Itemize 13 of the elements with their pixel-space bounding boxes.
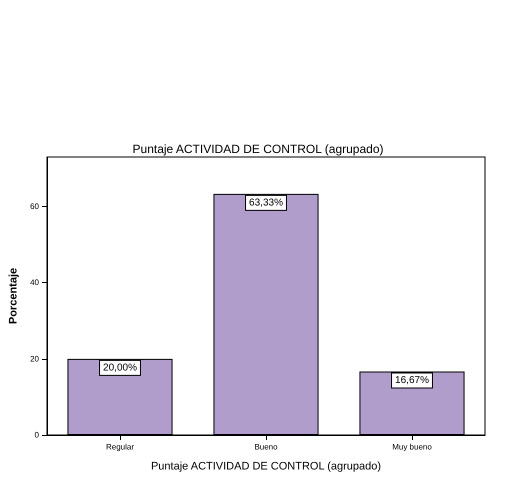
y-tick-label: 60 bbox=[30, 202, 40, 212]
x-tick-label: Muy bueno bbox=[392, 442, 432, 452]
chart-title: Puntaje ACTIVIDAD DE CONTROL (agrupado) bbox=[132, 142, 384, 156]
y-axis-title: Porcentaje bbox=[8, 268, 20, 324]
x-axis-title: Puntaje ACTIVIDAD DE CONTROL (agrupado) bbox=[150, 460, 382, 472]
y-tick-label: 20 bbox=[30, 354, 40, 364]
data-label: 63,33% bbox=[249, 197, 284, 208]
data-label: 16,67% bbox=[395, 375, 430, 386]
x-tick-label: Bueno bbox=[254, 442, 278, 452]
x-tick-label: Regular bbox=[106, 442, 134, 452]
y-tick-label: 40 bbox=[30, 278, 40, 288]
data-label: 20,00% bbox=[103, 362, 138, 374]
y-tick-label: 0 bbox=[34, 430, 40, 440]
